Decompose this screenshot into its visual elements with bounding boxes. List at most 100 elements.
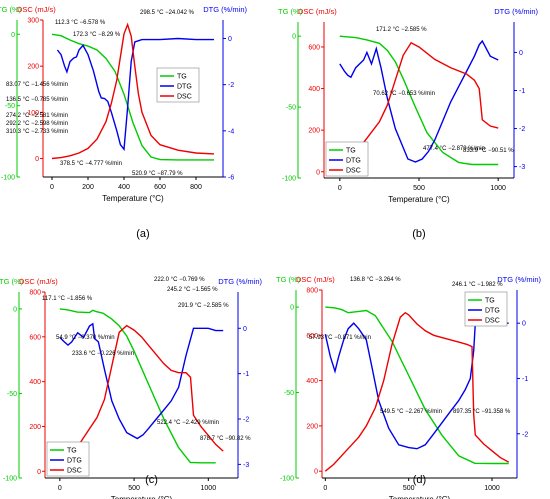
legend-label-dsc: DSC [346, 168, 361, 175]
tg-axis-label: TG (%) [276, 275, 301, 284]
x-tick-label: 600 [154, 184, 166, 191]
dsc-tick-label: 200 [27, 64, 39, 71]
dtg-tick-label: 0 [522, 321, 526, 328]
tg-series-line [59, 308, 216, 464]
tg-series-line [339, 35, 499, 166]
dtg-axis-label: DTG (%/min) [218, 277, 262, 286]
dtg-tick-label: -4 [228, 128, 234, 135]
x-tick-label: 200 [82, 184, 94, 191]
annotation: 172.3 °C −8.29 % [73, 32, 121, 38]
dtg-tick-label: -6 [228, 175, 234, 182]
dtg-axis-label: DTG (%/min) [497, 275, 541, 284]
dsc-tick-label: 0 [35, 156, 39, 163]
dtg-series-line [56, 37, 214, 152]
legend: TG DTG DSC [325, 141, 369, 177]
legend-label-tg: TG [177, 74, 187, 81]
annotation: 54.9 °C −0.370 %/min [56, 335, 115, 341]
dsc-tick-label: 200 [308, 128, 320, 135]
annotation: 520.9 °C −87.79 % [132, 171, 183, 177]
tg-tick-label: 0 [292, 34, 296, 41]
annotation: 233.6 °C −0.226 %/min [72, 351, 134, 357]
panel-label: (c) [145, 474, 158, 486]
annotation: 477.4 °C −2.879 %/min [423, 146, 485, 152]
legend-label-tg: TG [67, 448, 77, 455]
dtg-tick-label: -2 [519, 126, 525, 133]
dsc-tick-label: 800 [306, 288, 318, 295]
dsc-tick-label: 400 [306, 378, 318, 385]
x-axis-label: Temperature (°C) [389, 495, 451, 499]
tg-tick-label: -100 [3, 476, 17, 483]
dtg-tick-label: -2 [228, 82, 234, 89]
dtg-tick-label: -1 [522, 376, 528, 383]
dtg-tick-label: -3 [243, 462, 249, 469]
dsc-tick-label: 800 [29, 290, 41, 297]
legend-label-dtg: DTG [177, 84, 192, 91]
tg-tick-label: -100 [280, 476, 294, 483]
tg-tick-label: -50 [284, 390, 294, 397]
dsc-tick-label: 100 [27, 110, 39, 117]
annotation: 246.1 °C −1.982 % [452, 282, 503, 288]
x-tick-label: 1000 [484, 485, 500, 492]
dsc-series-line [59, 324, 224, 472]
annotation: 117.1 °C −1.856 % [42, 296, 93, 302]
x-tick-label: 500 [413, 185, 425, 192]
legend-label-tg: TG [346, 148, 356, 155]
dsc-axis-label: DSC (mJ/s) [296, 275, 335, 284]
panel-label: (d) [413, 474, 426, 486]
dsc-axis-label: DSC (mJ/s) [19, 277, 58, 286]
legend: TG DTG DSC [46, 441, 90, 477]
annotation: 298.5 °C −24.042 % [140, 10, 195, 16]
annotation: 57.93 °C −0.871 %/min [309, 335, 371, 341]
dsc-tick-label: 600 [308, 44, 320, 51]
annotation: 378.5 °C −4.777 %/min [60, 161, 122, 167]
panel-4: 0 500 1000 Temperature (°C) -100 -50 0 0 200 400 6… [276, 275, 542, 499]
x-axis-label: Temperature (°C) [102, 194, 164, 203]
annotation: 291.9 °C −2.585 % [178, 303, 229, 309]
annotation: 136.5 °C −0.785 %/min [6, 97, 68, 103]
tg-axis-label: TG (%) [278, 7, 303, 16]
dsc-series-line [324, 311, 510, 472]
legend-label-dtg: DTG [485, 308, 500, 315]
x-axis-label: Temperature (°C) [388, 195, 450, 204]
dtg-tick-label: 0 [519, 50, 523, 57]
dtg-tick-label: 0 [228, 36, 232, 43]
dtg-tick-label: -2 [522, 431, 528, 438]
annotation: 292.2 °C −2.598 %/min [6, 121, 68, 127]
annotation: 274.2 °C −2.581 %/min [6, 113, 68, 119]
dsc-tick-label: 0 [316, 169, 320, 176]
panel-3: 0 500 1000 Temperature (°C) -100 -50 0 0 200 400 6… [0, 277, 263, 499]
annotation: 833.9 °C −90.51 % [463, 148, 514, 154]
legend-label-dsc: DSC [67, 468, 82, 475]
annotation: 112.3 °C −6.578 % [55, 20, 106, 26]
x-tick-label: 1000 [201, 485, 217, 492]
tg-tick-label: 0 [290, 305, 294, 312]
tg-tick-label: -50 [5, 103, 15, 110]
x-tick-label: 0 [58, 485, 62, 492]
dtg-series-line [339, 39, 499, 163]
dtg-tick-label: -2 [243, 417, 249, 424]
dsc-axis-label: DSC (mJ/s) [298, 7, 337, 16]
dsc-tick-label: 200 [306, 423, 318, 430]
annotation: 83.07 °C −1.456 %/min [6, 82, 68, 88]
dsc-tick-label: 400 [29, 379, 41, 386]
x-tick-label: 400 [118, 184, 130, 191]
annotation: 136.8 °C −3.264 % [350, 277, 401, 283]
x-tick-label: 0 [323, 485, 327, 492]
tg-series-line [325, 306, 509, 465]
annotation: 222.0 °C −0.769 % [154, 277, 205, 283]
annotation: 878.7 °C −90.82 % [200, 436, 251, 442]
x-tick-label: 0 [338, 185, 342, 192]
dtg-tick-label: -1 [243, 371, 249, 378]
tg-tick-label: -50 [286, 105, 296, 112]
legend: TG DTG DSC [156, 67, 200, 103]
annotation: 171.2 °C −2.585 % [376, 27, 427, 33]
tg-tick-label: 0 [13, 306, 17, 313]
dtg-series-line [59, 322, 224, 440]
dsc-tick-label: 400 [308, 86, 320, 93]
dsc-series-line [51, 22, 215, 160]
dsc-tick-label: 0 [314, 469, 318, 476]
dtg-axis-label: DTG (%/min) [203, 5, 247, 14]
x-tick-label: 0 [50, 184, 54, 191]
x-tick-label: 1000 [490, 185, 506, 192]
